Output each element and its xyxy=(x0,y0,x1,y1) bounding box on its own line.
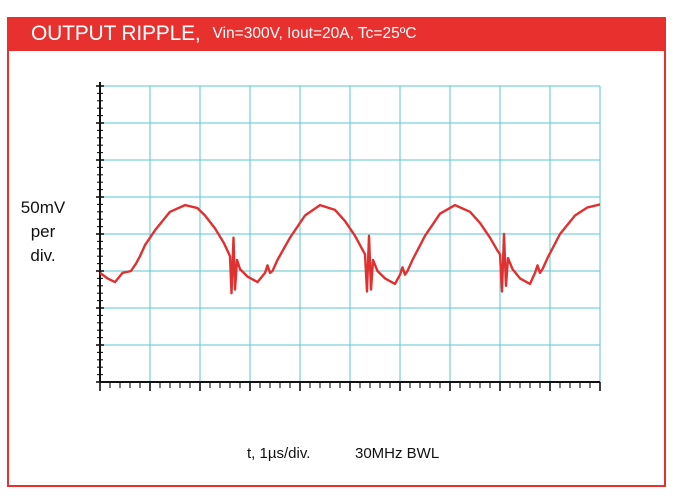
chart-title: OUTPUT RIPPLE, xyxy=(31,22,201,45)
chart-conditions: Vin=300V, Iout=20A, Tc=25ºC xyxy=(212,25,417,42)
y-label-div: div. xyxy=(30,246,56,265)
grid xyxy=(100,85,601,382)
chart-frame xyxy=(7,17,666,487)
ripple-trace xyxy=(99,203,601,295)
y-label-per: per xyxy=(30,222,56,241)
chart-header: OUTPUT RIPPLE, Vin=300V, Iout=20A, Tc=25… xyxy=(7,17,666,51)
y-label-value: 50mV xyxy=(20,198,66,217)
axes xyxy=(99,82,600,383)
x-label-bandwidth: 30MHz BWL xyxy=(355,445,440,462)
x-label-time: t, 1µs/div. xyxy=(247,445,311,462)
